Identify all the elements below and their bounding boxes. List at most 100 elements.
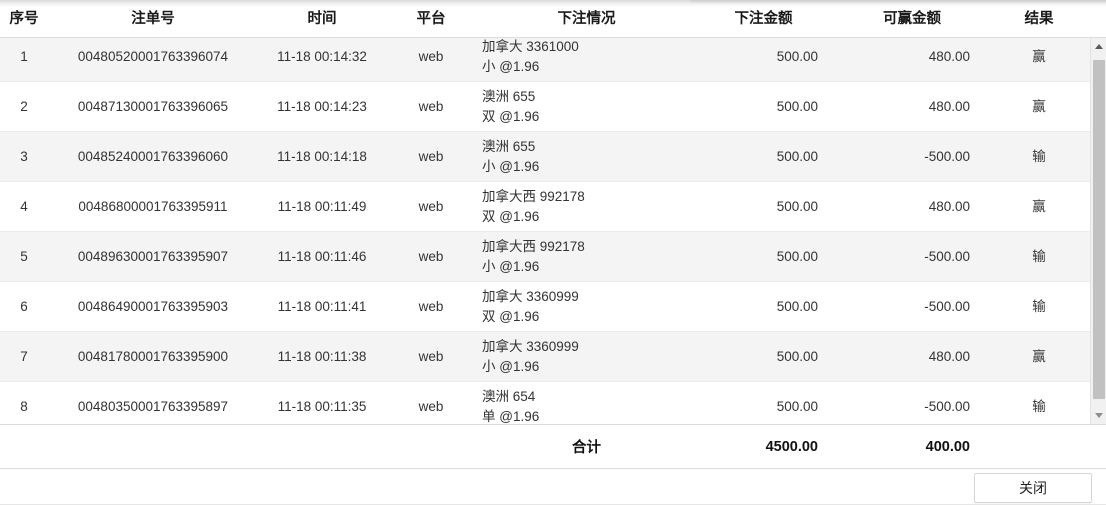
cell-detail: 加拿大西 992178 小 @1.96 <box>476 237 691 276</box>
detail-line-pick: 双 @1.96 <box>482 208 540 224</box>
cell-win: 480.00 <box>928 198 970 214</box>
column-header-platform: 平台 <box>416 10 446 27</box>
cell-detail: 澳洲 655 双 @1.96 <box>476 87 691 126</box>
cell-index: 2 <box>20 98 28 114</box>
cell-win: 480.00 <box>928 98 970 114</box>
detail-line-pick: 双 @1.96 <box>482 108 540 124</box>
scroll-down-button[interactable] <box>1091 407 1106 424</box>
detail-line-game: 加拿大 3360999 <box>482 288 579 304</box>
column-header-detail: 下注情况 <box>557 10 616 27</box>
cell-platform: web <box>418 98 444 114</box>
cell-detail: 加拿大 3361000 小 @1.96 <box>476 38 691 76</box>
cell-detail: 澳洲 655 小 @1.96 <box>476 137 691 176</box>
cell-win: -500.00 <box>924 248 970 264</box>
cell-amount: 500.00 <box>776 98 818 114</box>
cell-platform: web <box>418 248 444 264</box>
column-header-bet-no: 注单号 <box>131 10 175 27</box>
detail-line-pick: 单 @1.96 <box>482 408 540 424</box>
detail-line-game: 澳洲 654 <box>482 388 536 404</box>
scroll-up-arrow-icon <box>1095 44 1103 49</box>
detail-line-game: 澳洲 655 <box>482 138 536 154</box>
scroll-down-arrow-icon <box>1095 413 1103 418</box>
table-body-scroll-area[interactable]: 1 00480520001763396074 11-18 00:14:32 we… <box>0 38 1106 425</box>
cell-detail: 加拿大 3360999 双 @1.96 <box>476 287 691 326</box>
cell-result: 赢 <box>1032 98 1046 114</box>
cell-platform: web <box>418 198 444 214</box>
table-row[interactable]: 6 00486490001763395903 11-18 00:11:41 we… <box>0 282 1090 332</box>
detail-line-pick: 小 @1.96 <box>482 158 540 174</box>
table-row[interactable]: 1 00480520001763396074 11-18 00:14:32 we… <box>0 38 1090 82</box>
cell-time: 11-18 00:11:46 <box>277 248 367 264</box>
cell-win: -500.00 <box>924 298 970 314</box>
table-row[interactable]: 2 00487130001763396065 11-18 00:14:23 we… <box>0 82 1090 132</box>
cell-index: 5 <box>20 248 28 264</box>
cell-amount: 500.00 <box>776 348 818 364</box>
dialog-footer: 关闭 <box>0 469 1106 505</box>
cell-result: 输 <box>1032 248 1046 264</box>
detail-line-game: 加拿大西 992178 <box>482 188 585 204</box>
scrollbar-thumb[interactable] <box>1093 60 1105 399</box>
column-header-amount: 下注金额 <box>734 10 793 27</box>
cell-amount: 500.00 <box>776 398 818 414</box>
column-header-time: 时间 <box>307 10 337 27</box>
cell-win: 480.00 <box>928 348 970 364</box>
table-rows-container: 1 00480520001763396074 11-18 00:14:32 we… <box>0 38 1090 424</box>
cell-win: -500.00 <box>924 148 970 164</box>
cell-time: 11-18 00:11:49 <box>277 198 367 214</box>
table-row[interactable]: 7 00481780001763395900 11-18 00:11:38 we… <box>0 332 1090 382</box>
total-win: 400.00 <box>925 438 970 455</box>
cell-amount: 500.00 <box>776 148 818 164</box>
close-button[interactable]: 关闭 <box>974 473 1092 503</box>
detail-line-pick: 小 @1.96 <box>482 358 540 374</box>
cell-platform: web <box>418 398 444 414</box>
table-row[interactable]: 5 00489630001763395907 11-18 00:11:46 we… <box>0 232 1090 282</box>
cell-detail: 加拿大 3360999 小 @1.96 <box>476 337 691 376</box>
cell-amount: 500.00 <box>776 248 818 264</box>
cell-index: 7 <box>20 348 28 364</box>
cell-index: 3 <box>20 148 28 164</box>
detail-line-pick: 双 @1.96 <box>482 308 540 324</box>
cell-result: 赢 <box>1032 198 1046 214</box>
detail-line-game: 澳洲 655 <box>482 88 536 104</box>
cell-bet-no: 00481780001763395900 <box>77 348 229 364</box>
cell-bet-no: 00480350001763395897 <box>77 398 229 414</box>
table-total-row: 合计 4500.00 400.00 <box>0 425 1106 469</box>
scroll-up-button[interactable] <box>1091 38 1106 55</box>
cell-bet-no: 00485240001763396060 <box>77 148 229 164</box>
table-row[interactable]: 4 00486800001763395911 11-18 00:11:49 we… <box>0 182 1090 232</box>
total-amount: 4500.00 <box>765 438 818 455</box>
cell-time: 11-18 00:14:32 <box>277 48 367 64</box>
cell-platform: web <box>418 298 444 314</box>
vertical-scrollbar[interactable] <box>1090 38 1106 424</box>
cell-platform: web <box>418 348 444 364</box>
detail-line-game: 加拿大 3361000 <box>482 38 579 54</box>
cell-amount: 500.00 <box>776 48 818 64</box>
cell-detail: 加拿大西 992178 双 @1.96 <box>476 187 691 226</box>
cell-time: 11-18 00:14:18 <box>277 148 367 164</box>
cell-amount: 500.00 <box>776 198 818 214</box>
column-header-result: 结果 <box>1024 10 1054 27</box>
cell-result: 输 <box>1032 148 1046 164</box>
cell-win: -500.00 <box>924 398 970 414</box>
cell-time: 11-18 00:11:38 <box>277 348 367 364</box>
table-row[interactable]: 3 00485240001763396060 11-18 00:14:18 we… <box>0 132 1090 182</box>
table-row[interactable]: 8 00480350001763395897 11-18 00:11:35 we… <box>0 382 1090 424</box>
cell-result: 输 <box>1032 398 1046 414</box>
cell-time: 11-18 00:11:41 <box>277 298 367 314</box>
cell-win: 480.00 <box>928 48 970 64</box>
cell-bet-no: 00489630001763395907 <box>77 248 229 264</box>
total-label: 合计 <box>572 440 601 456</box>
cell-time: 11-18 00:14:23 <box>277 98 367 114</box>
cell-detail: 澳洲 654 单 @1.96 <box>476 387 691 424</box>
cell-result: 赢 <box>1032 48 1046 64</box>
cell-platform: web <box>418 148 444 164</box>
column-header-win: 可赢金额 <box>883 10 941 27</box>
detail-line-game: 加拿大 3360999 <box>482 338 579 354</box>
cell-index: 6 <box>20 298 28 314</box>
cell-result: 赢 <box>1032 348 1046 364</box>
column-header-index: 序号 <box>9 10 39 27</box>
cell-amount: 500.00 <box>776 298 818 314</box>
detail-line-game: 加拿大西 992178 <box>482 238 585 254</box>
cell-bet-no: 00487130001763396065 <box>77 98 229 114</box>
